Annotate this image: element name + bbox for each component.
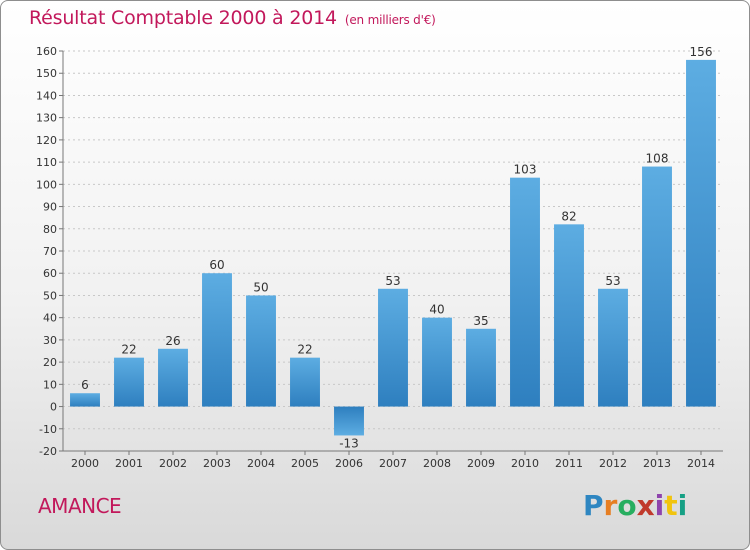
data-label-2001: 22: [121, 343, 136, 357]
x-tick-label: 2013: [643, 457, 671, 470]
data-label-2004: 50: [253, 280, 268, 294]
y-tick-label: -10: [39, 423, 57, 436]
logo-letter: i: [654, 489, 665, 522]
data-label-2011: 82: [561, 209, 576, 223]
bar-2002: [158, 348, 188, 407]
data-label-2002: 26: [165, 334, 180, 348]
logo-letter: x: [636, 489, 655, 522]
y-tick-label: 90: [43, 201, 57, 214]
y-tick-label: 60: [43, 267, 57, 280]
bar-2004: [246, 295, 276, 407]
data-label-2010: 103: [514, 163, 537, 177]
bar-2005: [290, 357, 320, 407]
chart-title-text: Résultat Comptable 2000 à 2014: [29, 7, 337, 29]
bar-2012: [598, 288, 628, 407]
y-tick-label: 150: [36, 67, 57, 80]
y-tick-label: 70: [43, 245, 57, 258]
bars: [70, 59, 716, 436]
x-tick-label: 2010: [511, 457, 539, 470]
x-tick-label: 2004: [247, 457, 275, 470]
logo-letter: i: [677, 489, 688, 522]
x-tick-label: 2000: [71, 457, 99, 470]
y-tick-label: 40: [43, 312, 57, 325]
y-axis-ticks: -20 -10 0 10 20 30 40 50 60 70 80 90 100 110 120 130 140…: [36, 45, 723, 458]
chart-subtitle: (en milliers d'€): [344, 13, 436, 27]
bar-2010: [510, 177, 540, 407]
x-axis-ticks: 2000 2001 2002 2003 2004 2005 2006 2007 2008 2009…: [71, 451, 715, 470]
y-tick-label: 110: [36, 156, 57, 169]
x-tick-label: 2009: [467, 457, 495, 470]
y-tick-label: 50: [43, 289, 57, 302]
x-tick-label: 2003: [203, 457, 231, 470]
y-tick-label: 130: [36, 112, 57, 125]
y-tick-label: 100: [36, 178, 57, 191]
x-tick-label: 2007: [379, 457, 407, 470]
bar-2007: [378, 288, 408, 407]
bar-2003: [202, 273, 232, 407]
data-label-2005: 22: [297, 343, 312, 357]
y-tick-label: 140: [36, 89, 57, 102]
y-tick-label: 20: [43, 356, 57, 369]
x-tick-label: 2005: [291, 457, 319, 470]
logo-letter: t: [664, 489, 678, 522]
x-tick-label: 2011: [555, 457, 583, 470]
logo-letter: P: [583, 489, 604, 522]
data-label-2008: 40: [429, 303, 444, 317]
bar-2013: [642, 166, 672, 407]
data-labels: 6 22 26 60 50 22 -13 53 40 35 103 82 53 108 156: [81, 45, 712, 451]
bar-2001: [114, 357, 144, 407]
y-tick-label: -20: [39, 445, 57, 458]
x-tick-label: 2012: [599, 457, 627, 470]
logo-letter: o: [617, 489, 637, 522]
proxiti-logo: Proxiti: [583, 489, 687, 522]
x-tick-label: 2006: [335, 457, 363, 470]
data-label-2014: 156: [690, 45, 713, 59]
bar-2006: [334, 406, 364, 436]
data-label-2006: -13: [339, 436, 359, 450]
y-tick-label: 80: [43, 223, 57, 236]
bar-2009: [466, 328, 496, 407]
data-label-2013: 108: [646, 152, 669, 166]
x-tick-label: 2002: [159, 457, 187, 470]
data-label-2003: 60: [209, 258, 224, 272]
bar-2008: [422, 317, 452, 407]
data-label-2000: 6: [81, 378, 89, 392]
y-tick-label: 120: [36, 134, 57, 147]
bar-2014: [686, 59, 716, 407]
x-tick-label: 2008: [423, 457, 451, 470]
bar-2011: [554, 224, 584, 407]
commune-name: AMANCE: [38, 494, 122, 518]
data-label-2007: 53: [385, 274, 400, 288]
bar-2000: [70, 393, 100, 407]
data-label-2012: 53: [605, 274, 620, 288]
y-tick-label: 160: [36, 45, 57, 58]
y-tick-label: 0: [50, 401, 57, 414]
y-tick-label: 30: [43, 334, 57, 347]
y-tick-label: 10: [43, 378, 57, 391]
logo-letter: r: [603, 489, 618, 522]
x-tick-label: 2001: [115, 457, 143, 470]
data-label-2009: 35: [473, 314, 488, 328]
x-tick-label: 2014: [687, 457, 715, 470]
chart-title: Résultat Comptable 2000 à 2014 (en millie…: [29, 7, 436, 29]
